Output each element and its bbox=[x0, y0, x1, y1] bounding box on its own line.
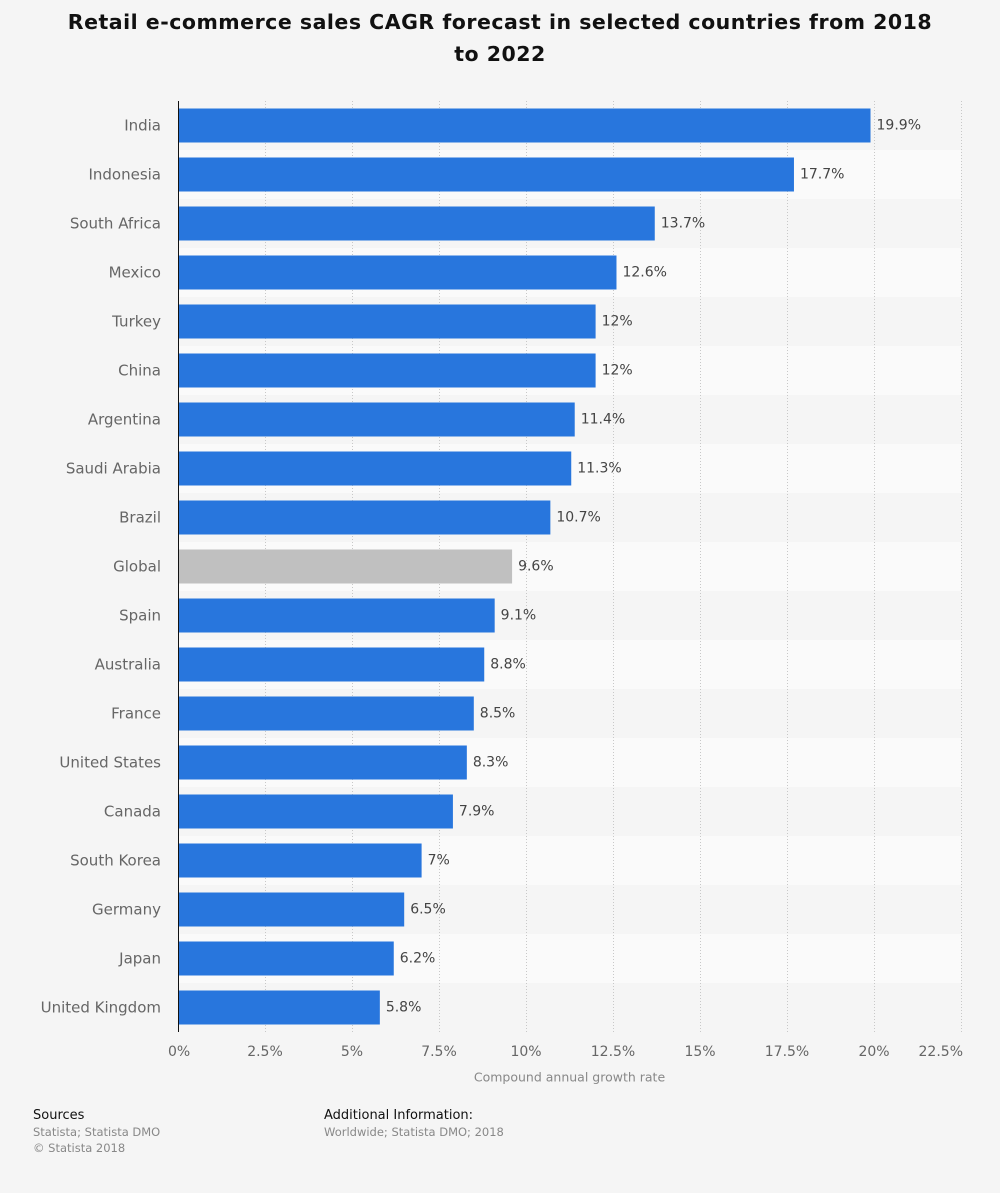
sources-line: Statista; Statista DMO bbox=[33, 1125, 161, 1139]
bar bbox=[178, 696, 474, 731]
value-label: 10.7% bbox=[556, 510, 600, 526]
x-tick-label: 10% bbox=[510, 1044, 541, 1060]
x-tick-label: 5% bbox=[341, 1044, 363, 1060]
additional-info-heading[interactable]: Additional Information: bbox=[324, 1108, 474, 1123]
category-label: Turkey bbox=[111, 313, 161, 331]
bar bbox=[178, 549, 513, 584]
category-label: Global bbox=[113, 558, 161, 576]
bar bbox=[178, 255, 617, 290]
bar bbox=[178, 353, 596, 388]
x-tick-label: 2.5% bbox=[247, 1044, 283, 1060]
x-tick-label: 17.5% bbox=[765, 1044, 809, 1060]
value-label: 8.5% bbox=[480, 706, 516, 722]
category-label: France bbox=[111, 705, 161, 723]
bar bbox=[178, 206, 655, 241]
value-label: 8.3% bbox=[473, 755, 509, 771]
bar bbox=[178, 402, 575, 437]
category-label: South Korea bbox=[70, 852, 161, 870]
category-label: Mexico bbox=[109, 264, 161, 282]
x-tick-label: 7.5% bbox=[421, 1044, 457, 1060]
x-tick-label: 0% bbox=[168, 1044, 190, 1060]
bar bbox=[178, 892, 405, 927]
category-label: Argentina bbox=[88, 411, 161, 429]
category-label: Japan bbox=[118, 950, 161, 968]
bar bbox=[178, 990, 380, 1025]
category-label: Australia bbox=[95, 656, 161, 674]
bar bbox=[178, 843, 422, 878]
x-tick-label: 20% bbox=[858, 1044, 889, 1060]
category-label: Indonesia bbox=[88, 166, 161, 184]
bar bbox=[178, 941, 394, 976]
copyright-line: © Statista 2018 bbox=[33, 1141, 126, 1155]
bar bbox=[178, 157, 794, 192]
bar bbox=[178, 451, 572, 486]
value-label: 8.8% bbox=[490, 657, 526, 673]
value-label: 11.4% bbox=[581, 412, 625, 428]
x-tick-label: 12.5% bbox=[591, 1044, 635, 1060]
x-tick-label: 15% bbox=[684, 1044, 715, 1060]
additional-info-block: Additional Information: Worldwide; Stati… bbox=[324, 1107, 504, 1140]
category-label: South Africa bbox=[70, 215, 161, 233]
bar bbox=[178, 304, 596, 339]
category-label: Brazil bbox=[119, 509, 161, 527]
value-label: 6.5% bbox=[410, 902, 446, 918]
sources-heading[interactable]: Sources bbox=[33, 1108, 85, 1123]
additional-info-line: Worldwide; Statista DMO; 2018 bbox=[324, 1125, 504, 1139]
value-label: 9.6% bbox=[518, 559, 554, 575]
value-label: 11.3% bbox=[577, 461, 621, 477]
bar bbox=[178, 108, 871, 143]
value-label: 12.6% bbox=[622, 265, 666, 281]
category-label: Germany bbox=[92, 901, 161, 919]
bar bbox=[178, 794, 453, 829]
category-label: United Kingdom bbox=[41, 999, 161, 1017]
category-label: China bbox=[118, 362, 161, 380]
value-label: 9.1% bbox=[501, 608, 537, 624]
x-axis-title: Compound annual growth rate bbox=[474, 1070, 666, 1085]
value-label: 6.2% bbox=[400, 951, 436, 967]
value-label: 7.9% bbox=[459, 804, 495, 820]
bar bbox=[178, 745, 467, 780]
bar bbox=[178, 598, 495, 633]
bar bbox=[178, 647, 485, 682]
category-label: Canada bbox=[104, 803, 161, 821]
chart-title: Retail e-commerce sales CAGR forecast in… bbox=[67, 10, 933, 66]
category-label: Spain bbox=[119, 607, 161, 625]
value-label: 19.9% bbox=[877, 118, 921, 134]
value-label: 13.7% bbox=[661, 216, 705, 232]
bar bbox=[178, 500, 551, 535]
value-label: 5.8% bbox=[386, 1000, 422, 1016]
sources-block: Sources Statista; Statista DMO © Statist… bbox=[33, 1107, 160, 1156]
category-label: India bbox=[124, 117, 161, 135]
x-tick-label: 22.5% bbox=[919, 1044, 963, 1060]
value-label: 12% bbox=[602, 363, 633, 379]
category-label: Saudi Arabia bbox=[66, 460, 161, 478]
value-label: 7% bbox=[428, 853, 450, 869]
value-label: 17.7% bbox=[800, 167, 844, 183]
category-label: United States bbox=[59, 754, 161, 772]
value-label: 12% bbox=[602, 314, 633, 330]
